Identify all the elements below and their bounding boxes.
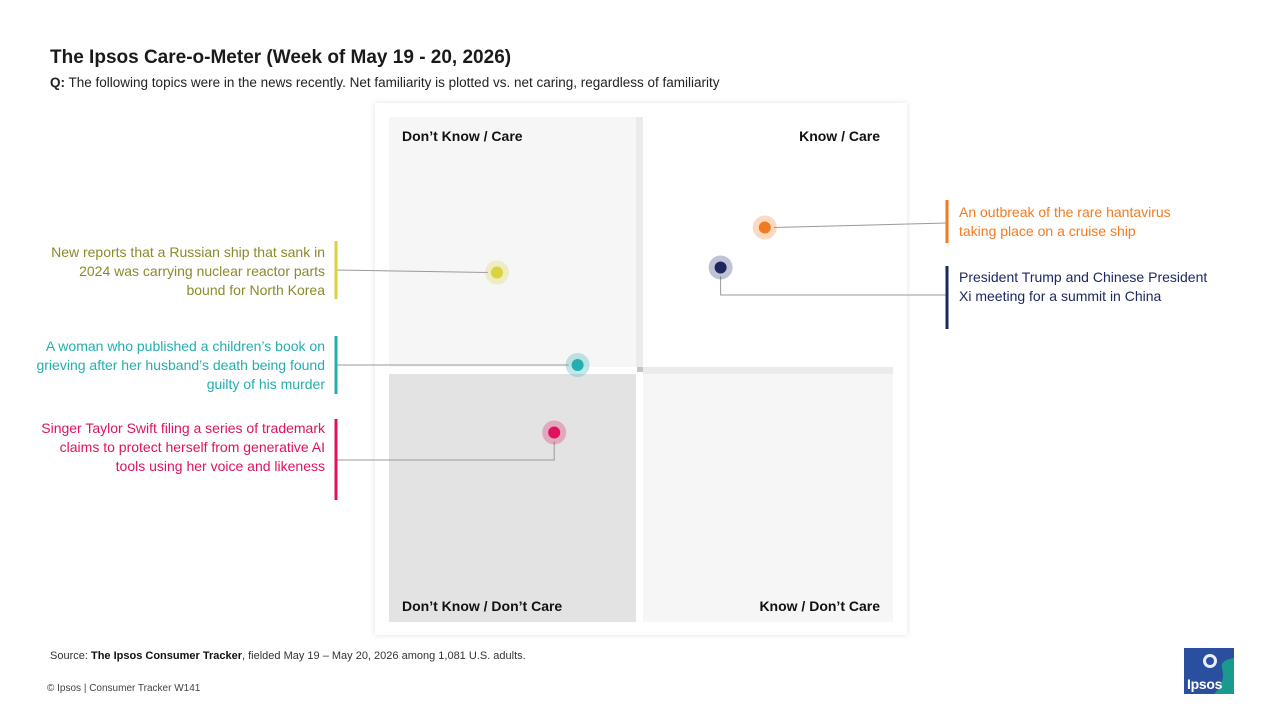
logo-text: Ipsos bbox=[1187, 676, 1223, 692]
ipsos-logo bbox=[1184, 648, 1234, 694]
point-label: New reports that a Russian ship that san… bbox=[51, 244, 325, 298]
data-point bbox=[548, 426, 561, 439]
point-label: President Trump and Chinese President Xi… bbox=[959, 269, 1208, 304]
point-label: Singer Taylor Swift filing a series of t… bbox=[41, 420, 325, 474]
quadrant-label-top-right: Know / Care bbox=[799, 128, 880, 144]
data-point bbox=[714, 261, 727, 274]
quadrant-label-top-left: Don’t Know / Care bbox=[402, 128, 523, 144]
leader-line bbox=[773, 222, 948, 228]
callout-bars bbox=[334, 200, 949, 500]
point-label: An outbreak of the rare hantavirus takin… bbox=[959, 204, 1171, 239]
leader-line bbox=[336, 441, 555, 461]
quadrant-label-bottom-left: Don’t Know / Don’t Care bbox=[402, 598, 562, 614]
quadrant-top-left-edge bbox=[636, 117, 643, 367]
point-label: A woman who published a children’s book … bbox=[36, 338, 325, 392]
quadrant-center-mark bbox=[637, 367, 643, 372]
leader-lines bbox=[335, 222, 948, 461]
callout-bar bbox=[945, 266, 949, 329]
quadrant-bottom-right bbox=[643, 374, 893, 622]
quadrant-bottom-left bbox=[389, 374, 636, 622]
copyright: © Ipsos | Consumer Tracker W141 bbox=[47, 683, 201, 694]
source-rest: , fielded May 19 – May 20, 2026 among 1,… bbox=[241, 650, 526, 662]
callout-bar bbox=[945, 200, 949, 243]
source-note: Source: The Ipsos Consumer Tracker, fiel… bbox=[50, 650, 526, 662]
leader-line bbox=[335, 269, 489, 273]
quadrant-top-right bbox=[643, 117, 893, 367]
callout-bar bbox=[334, 336, 338, 394]
source-prefix: Source: bbox=[50, 650, 88, 662]
callout-bar bbox=[334, 241, 338, 299]
data-point bbox=[571, 359, 584, 371]
callout-bar bbox=[334, 419, 338, 500]
data-point bbox=[758, 221, 771, 234]
quadrant-bottom-right-edge bbox=[643, 367, 893, 374]
quadrant-label-bottom-right: Know / Don’t Care bbox=[759, 598, 880, 614]
chart-question: Q: The following topics were in the news… bbox=[50, 75, 720, 90]
leader-line bbox=[720, 276, 947, 296]
chart-title: The Ipsos Care-o-Meter (Week of May 19 -… bbox=[50, 47, 512, 68]
quadrant-top-left bbox=[389, 117, 636, 367]
question-prefix: Q: bbox=[50, 75, 65, 90]
data-points bbox=[485, 215, 777, 445]
source-name: The Ipsos Consumer Tracker bbox=[90, 650, 242, 662]
data-point bbox=[491, 266, 503, 279]
question-text: The following topics were in the news re… bbox=[68, 75, 720, 90]
